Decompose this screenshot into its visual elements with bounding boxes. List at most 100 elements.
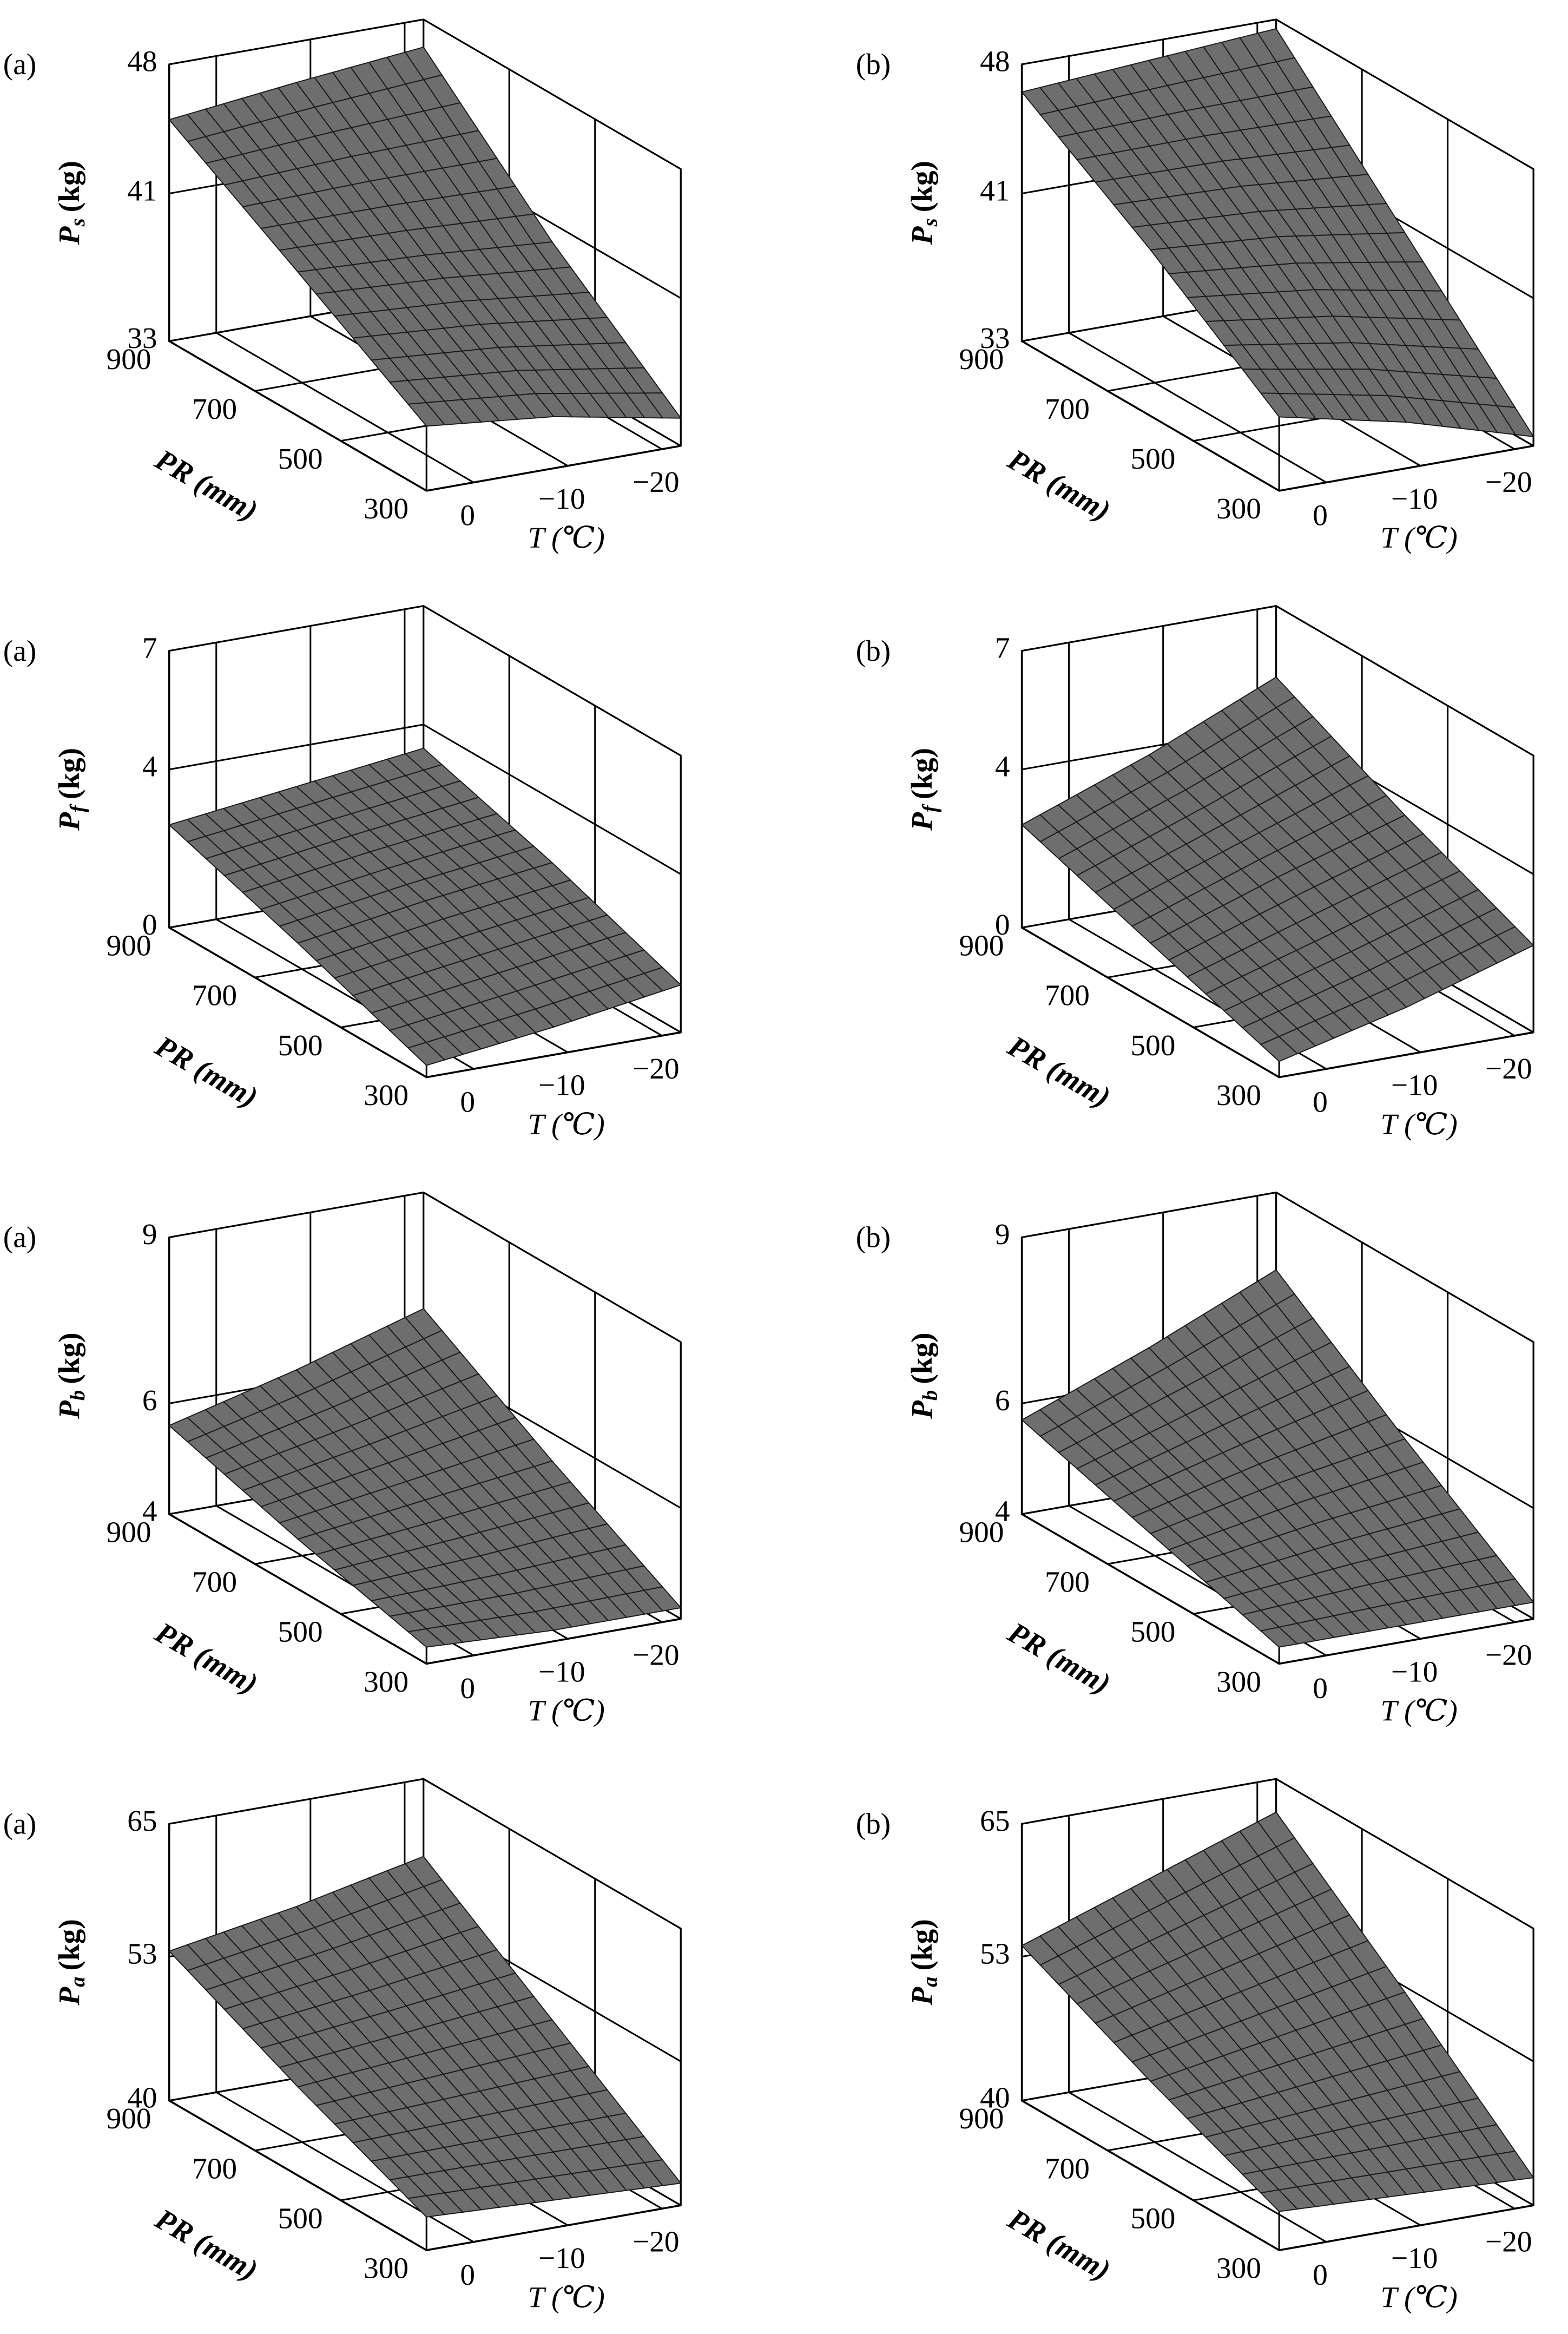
z-label-subscript: a [67,1977,89,1987]
z-tick-label: 9 [995,1218,1010,1251]
z-label-symbol: P [52,812,85,831]
axis-line [168,650,681,1079]
y-axis-label: PR (mm) [1002,2202,1116,2287]
z-axis-label: Pf (kg) [905,748,942,831]
y-tick-label: 500 [278,1029,323,1062]
y-axis-label: PR (mm) [1002,443,1116,528]
y-tick-label: 300 [1216,2252,1261,2285]
z-grid-line [169,605,681,757]
surface-cell [1260,392,1299,418]
z-label-unit: (kg) [52,748,85,799]
x-tick-label: 0 [1313,2258,1328,2291]
x-axis-label: T (℃) [528,1108,605,1141]
y-tick-label: 700 [1045,1565,1090,1598]
z-tick-label: 41 [127,174,157,207]
z-tick-label: 7 [142,631,157,664]
x-axis-label: T (℃) [528,1694,605,1727]
panel-label: (b) [856,48,891,81]
y-axis-label: PR (mm) [149,1615,263,1700]
x-tick-label: 0 [460,2258,475,2291]
x-axis-label: T (℃) [528,2280,605,2313]
surface-cell [1260,2189,1299,2212]
y-tick-label: 700 [192,392,237,425]
z-label-symbol: P [52,226,85,245]
z-tick-label: 65 [980,1804,1010,1837]
panel-label: (b) [856,1221,891,1254]
axis-line [1020,650,1534,1079]
panel: (a) 40 53 65 0 −10 −20 300 500 700 900 T (℃) PR (mm)… [3,1778,682,2313]
z-label-unit: (kg) [905,1919,938,1970]
y-axis-label: PR (mm) [1002,1029,1116,1114]
y-tick-label: 500 [278,1615,323,1648]
y-tick-label: 700 [192,1565,237,1598]
panel-label: (a) [3,634,36,667]
x-axis-label: T (℃) [1381,1108,1458,1141]
z-tick-label: 7 [995,631,1010,664]
panel-label: (a) [3,48,36,81]
y-tick-label: 900 [107,929,151,962]
x-tick-label: −20 [633,1639,679,1672]
z-tick-label: 4 [142,750,157,783]
panel: (b) 40 53 65 0 −10 −20 300 500 700 900 T (℃) PR (mm)… [856,1778,1534,2313]
y-tick-label: 700 [1045,392,1090,425]
y-axis-label: PR (mm) [149,1029,263,1114]
z-tick-label: 4 [995,1495,1010,1528]
y-tick-label: 900 [107,343,151,376]
axis-line [168,64,681,492]
z-label-symbol: P [52,1987,85,2006]
panel: (b) 0 4 7 0 −10 −20 300 500 700 900 T (℃) PR (mm) Pf (… [856,605,1534,1141]
panel: (a) 33 41 48 0 −10 −20 300 500 700 900 T (℃) PR (mm)… [3,18,682,554]
axis-line [168,1237,681,1665]
z-label-subscript: f [919,803,942,812]
axis-line [168,1824,681,2252]
z-tick-label: 65 [127,1804,157,1837]
panel-label: (a) [3,1807,36,1840]
z-label-unit: (kg) [52,1919,85,1970]
x-tick-label: 0 [460,1085,475,1118]
y-axis-label: PR (mm) [1002,1615,1116,1700]
y-tick-label: 700 [192,979,237,1012]
z-tick-label: 41 [980,174,1010,207]
x-tick-label: −10 [538,482,585,515]
y-tick-label: 900 [107,1515,151,1548]
y-tick-label: 700 [192,2152,237,2185]
panel-label: (a) [3,1221,36,1254]
x-tick-label: 0 [1313,499,1328,532]
z-tick-label: 9 [142,1218,157,1251]
y-tick-label: 500 [278,2201,323,2234]
z-label-subscript: a [919,1977,942,1987]
axis-line [1020,1824,1534,2252]
y-tick-label: 300 [364,2252,409,2285]
x-tick-label: 0 [1313,1672,1328,1705]
z-tick-label: 48 [980,45,1010,78]
surface-cell [407,2195,446,2218]
y-tick-label: 900 [959,343,1004,376]
z-label-subscript: b [67,1390,89,1401]
z-label-symbol: P [905,226,938,245]
x-tick-label: −20 [633,2225,679,2258]
y-tick-label: 900 [107,2102,151,2135]
z-label-unit: (kg) [905,748,938,799]
z-label-unit: (kg) [52,1332,85,1384]
y-tick-label: 500 [1131,1615,1176,1648]
z-label-subscript: f [67,803,89,812]
y-tick-label: 700 [1045,979,1090,1012]
z-tick-label: 0 [995,908,1010,941]
x-tick-label: 0 [1313,1085,1328,1118]
y-tick-label: 500 [1131,2201,1176,2234]
axis-line [1020,64,1534,492]
x-tick-label: −10 [1391,2241,1438,2274]
x-tick-label: −20 [1485,1639,1532,1672]
y-tick-label: 300 [364,1665,409,1698]
z-label-subscript: b [919,1390,942,1401]
surface-cell [407,1042,446,1066]
y-tick-label: 300 [1216,1665,1261,1698]
z-tick-label: 0 [142,908,157,941]
y-tick-label: 500 [1131,442,1176,475]
z-tick-label: 53 [980,1937,1010,1970]
z-label-unit: (kg) [905,1332,938,1384]
y-tick-label: 300 [1216,492,1261,525]
z-axis-label: Pa (kg) [52,1919,89,2006]
panel: (a) 4 6 9 0 −10 −20 300 500 700 900 T (℃) PR (mm) Pb (… [3,1191,682,1727]
